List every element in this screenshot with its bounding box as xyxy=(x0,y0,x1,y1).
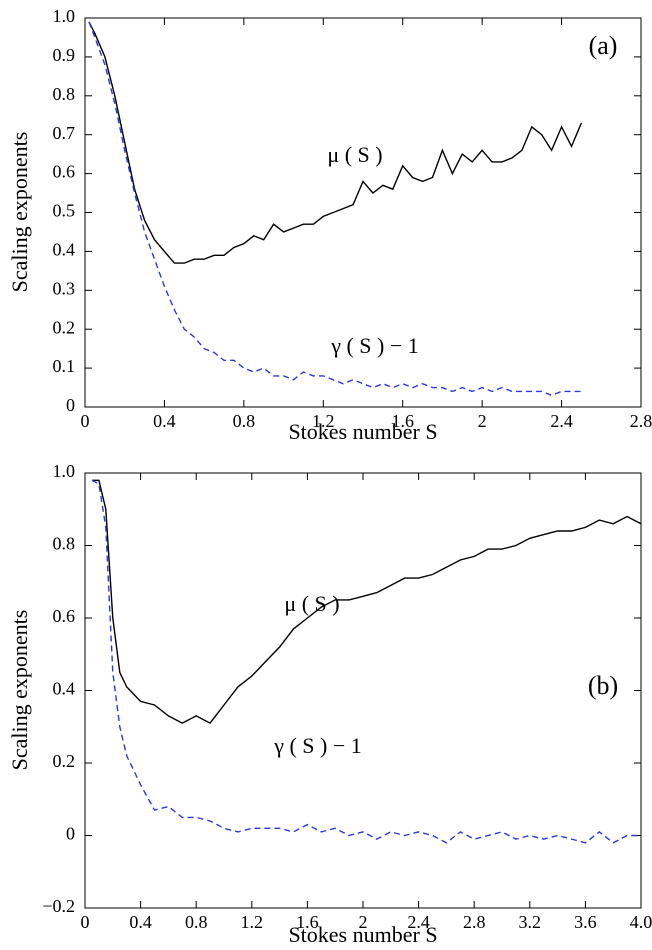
x-tick-label: 2.8 xyxy=(463,912,486,932)
y-tick-label: 0.4 xyxy=(53,240,76,260)
y-axis-label: Scaling exponents xyxy=(7,610,32,771)
x-tick-label: 1.2 xyxy=(312,411,335,431)
x-axis-label: Stokes number S xyxy=(288,922,437,947)
y-tick-label: 0.6 xyxy=(53,606,76,626)
x-tick-label: 2.4 xyxy=(550,411,573,431)
y-tick-label: 1.0 xyxy=(53,6,76,26)
x-tick-label: 1.6 xyxy=(391,411,414,431)
x-tick-label: 2 xyxy=(359,912,368,932)
series-line xyxy=(88,21,583,264)
x-tick-label: 4.0 xyxy=(630,912,652,932)
y-tick-label: 0.7 xyxy=(53,123,76,143)
x-tick-label: 0.4 xyxy=(153,411,176,431)
plot-frame xyxy=(84,472,642,909)
y-tick-label: 0.9 xyxy=(53,45,76,65)
x-tick-label: 2 xyxy=(478,411,487,431)
y-tick-label: 0.2 xyxy=(53,317,76,337)
x-tick-label: 3.6 xyxy=(574,912,597,932)
series-label: μ ( S ) xyxy=(284,591,339,616)
x-tick-label: 0 xyxy=(81,411,90,431)
series-label: γ ( S ) − 1 xyxy=(330,333,419,358)
series-line xyxy=(88,21,582,397)
y-tick-label: 0.4 xyxy=(53,679,76,699)
y-axis-label: Scaling exponents xyxy=(7,132,32,293)
y-tick-label: 0.1 xyxy=(53,356,76,376)
y-tick-label: 0.8 xyxy=(53,84,76,104)
y-tick-label: 0.2 xyxy=(53,751,76,771)
y-tick-label: 1.0 xyxy=(53,461,76,481)
series-label: γ ( S ) − 1 xyxy=(273,733,362,758)
x-tick-label: 1.2 xyxy=(241,912,264,932)
x-tick-label: 0.8 xyxy=(185,912,208,932)
y-tick-label: 0.8 xyxy=(53,534,76,554)
x-tick-label: 0.8 xyxy=(233,411,256,431)
x-tick-label: 0 xyxy=(81,912,90,932)
x-axis-label: Stokes number S xyxy=(288,419,437,444)
y-tick-label: 0.6 xyxy=(53,162,76,182)
x-tick-label: 3.2 xyxy=(519,912,542,932)
series-label: μ ( S ) xyxy=(327,142,382,167)
x-tick-label: 1.6 xyxy=(296,912,319,932)
y-tick-label: 0 xyxy=(66,824,75,844)
series-line xyxy=(92,479,642,724)
y-tick-label: −0.2 xyxy=(42,896,75,916)
x-tick-label: 2.8 xyxy=(630,411,652,431)
x-tick-label: 0.4 xyxy=(129,912,152,932)
panel-label: (b) xyxy=(588,671,618,700)
x-tick-label: 2.4 xyxy=(407,912,430,932)
y-tick-label: 0.5 xyxy=(53,201,76,221)
y-tick-label: 0 xyxy=(66,395,75,415)
y-tick-label: 0.3 xyxy=(53,278,76,298)
panel-label: (a) xyxy=(589,31,618,60)
series-line xyxy=(91,479,641,844)
